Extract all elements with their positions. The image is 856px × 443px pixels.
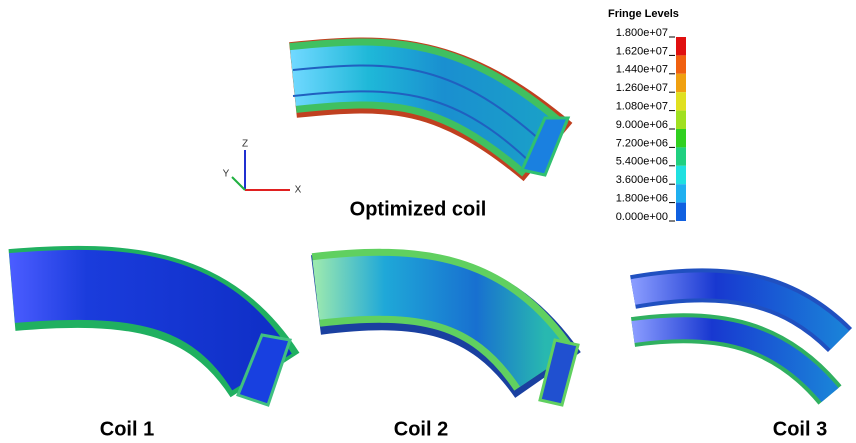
view-label: Coil 3 — [773, 418, 827, 440]
legend-swatch — [676, 111, 686, 129]
optimized-coil-render — [293, 65, 568, 175]
legend-swatch — [676, 147, 686, 165]
legend-label: 3.600e+06 — [616, 174, 668, 186]
legend-title: Fringe Levels — [608, 8, 679, 20]
legend-swatch — [676, 184, 686, 202]
legend-swatch — [676, 203, 686, 221]
view-label: Coil 1 — [100, 418, 154, 440]
coil-1-render — [12, 285, 290, 405]
legend-label: 1.080e+07 — [616, 101, 668, 113]
legend-swatch — [676, 129, 686, 147]
view-label: Coil 2 — [394, 418, 448, 440]
coil-2-render — [316, 286, 578, 405]
legend-swatch — [676, 37, 686, 55]
legend-swatch — [676, 55, 686, 73]
legend-label: 1.260e+07 — [616, 82, 668, 94]
legend-swatch — [676, 92, 686, 110]
legend-label: 1.800e+07 — [616, 27, 668, 39]
triad-y: Y — [223, 169, 230, 180]
triad-x: X — [295, 185, 302, 196]
legend-swatch — [676, 166, 686, 184]
legend-label: 1.620e+07 — [616, 45, 668, 57]
legend-label: 9.000e+06 — [616, 119, 668, 131]
view-label: Optimized coil — [350, 198, 487, 220]
legend-label: 7.200e+06 — [616, 137, 668, 149]
legend-label: 1.800e+06 — [616, 193, 668, 205]
legend-label: 0.000e+00 — [616, 211, 668, 223]
axis-triad: Z Y X — [223, 139, 302, 196]
legend-swatch — [676, 74, 686, 92]
legend-label: 5.400e+06 — [616, 156, 668, 168]
figure: Z Y X Optimized coil Coil 1 Coil 2 Coil … — [0, 0, 856, 443]
triad-z: Z — [242, 139, 248, 150]
figure-canvas: Z Y X Optimized coil Coil 1 Coil 2 Coil … — [0, 0, 856, 443]
coil-3-render — [633, 285, 840, 395]
fringe-legend: Fringe Levels 1.800e+07 1.620e+07 1.440e+0… — [608, 8, 686, 223]
legend-label: 1.440e+07 — [616, 64, 668, 76]
